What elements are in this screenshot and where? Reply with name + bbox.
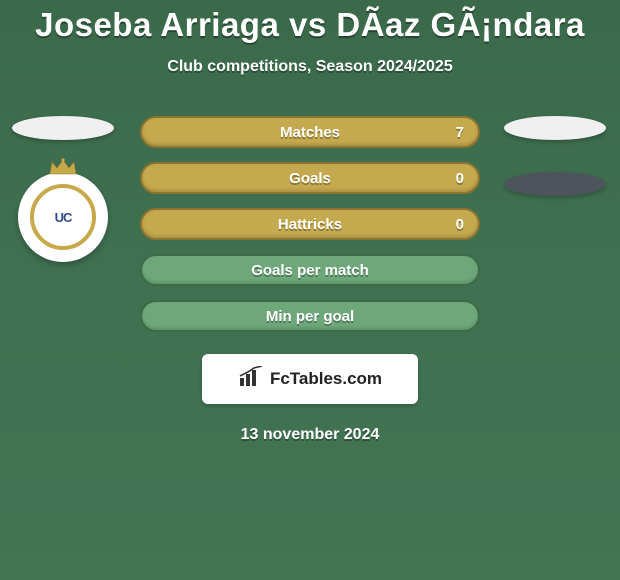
player-right-column <box>500 116 610 196</box>
stat-bars: Matches 7 Goals 0 Hattricks 0 Goals per … <box>140 116 480 332</box>
stat-bar-hattricks: Hattricks 0 <box>140 208 480 240</box>
stat-label: Goals <box>289 170 331 187</box>
stat-label: Hattricks <box>278 216 342 233</box>
comparison-panel: UC Matches 7 Goals 0 Hattricks 0 Goals p… <box>0 116 620 444</box>
generated-date: 13 november 2024 <box>0 426 620 444</box>
brand-box: FcTables.com <box>202 354 418 404</box>
badge-ring: UC <box>30 184 96 250</box>
chart-icon <box>238 366 264 393</box>
stat-value: 0 <box>456 216 464 233</box>
badge-monogram: UC <box>55 210 72 225</box>
stat-label: Goals per match <box>251 262 369 279</box>
player-right-avatar-1 <box>504 116 606 140</box>
player-right-avatar-2 <box>504 172 606 196</box>
stat-label: Min per goal <box>266 308 354 325</box>
page-subtitle: Club competitions, Season 2024/2025 <box>0 58 620 76</box>
player-left-avatar <box>12 116 114 140</box>
stat-bar-goals: Goals 0 <box>140 162 480 194</box>
stat-value: 0 <box>456 170 464 187</box>
crown-icon <box>48 158 78 176</box>
stat-value: 7 <box>456 124 464 141</box>
stat-bar-min-per-goal: Min per goal <box>140 300 480 332</box>
stat-label: Matches <box>280 124 340 141</box>
page-title: Joseba Arriaga vs DÃ­az GÃ¡ndara <box>0 0 620 44</box>
club-badge-left: UC <box>18 172 108 262</box>
stat-bar-goals-per-match: Goals per match <box>140 254 480 286</box>
stat-bar-matches: Matches 7 <box>140 116 480 148</box>
brand-text: FcTables.com <box>270 369 382 389</box>
player-left-column: UC <box>8 116 118 262</box>
